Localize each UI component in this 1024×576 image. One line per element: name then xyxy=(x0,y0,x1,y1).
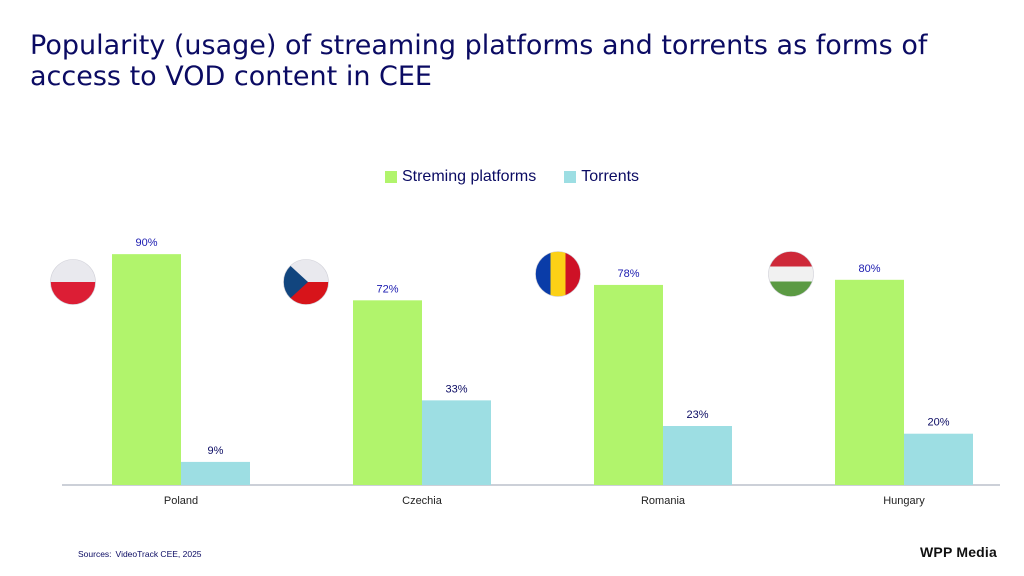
bar-streaming-romania xyxy=(594,284,663,485)
data-label-streaming-poland: 90% xyxy=(135,237,157,249)
data-label-streaming-hungary: 80% xyxy=(858,263,880,275)
data-label-torrents-czechia: 33% xyxy=(445,383,467,395)
hungary-flag-icon xyxy=(768,251,814,297)
data-label-streaming-czechia: 72% xyxy=(376,283,398,295)
data-label-streaming-romania: 78% xyxy=(617,268,639,280)
chart-title: Popularity (usage) of streaming platform… xyxy=(30,30,928,92)
data-label-torrents-hungary: 20% xyxy=(927,417,949,429)
category-label-hungary: Hungary xyxy=(883,495,925,507)
source-text: VideoTrack CEE, 2025 xyxy=(115,549,202,559)
legend-swatch-torrents xyxy=(564,171,577,183)
romania-flag-icon xyxy=(535,251,581,297)
bar-streaming-czechia xyxy=(353,300,422,485)
category-label-romania: Romania xyxy=(641,495,686,507)
data-label-torrents-romania: 23% xyxy=(686,409,708,421)
chart-legend: Streming platforms Torrents xyxy=(0,168,1024,186)
source-note: Sources: VideoTrack CEE, 2025 xyxy=(78,549,202,559)
legend-label-torrents: Torrents xyxy=(581,168,640,185)
bar-streaming-poland xyxy=(112,254,181,485)
legend-swatch-streaming xyxy=(384,171,397,183)
poland-flag-icon xyxy=(50,259,96,305)
source-label: Sources: xyxy=(78,549,112,559)
bar-torrents-romania xyxy=(663,426,732,485)
legend-label-streaming: Streming platforms xyxy=(401,168,537,185)
bar-torrents-poland xyxy=(181,461,250,485)
category-label-poland: Poland xyxy=(164,495,198,507)
category-label-czechia: Czechia xyxy=(402,495,443,507)
legend-item-torrents: Torrents xyxy=(564,168,639,186)
bar-streaming-hungary xyxy=(835,279,904,485)
czechia-flag-icon xyxy=(283,259,329,305)
data-label-torrents-poland: 9% xyxy=(208,445,224,457)
brand-logo: WPP Media xyxy=(920,544,998,560)
legend-item-streaming: Streming platforms xyxy=(384,168,537,186)
bar-torrents-czechia xyxy=(422,400,491,485)
bar-torrents-hungary xyxy=(904,433,973,485)
